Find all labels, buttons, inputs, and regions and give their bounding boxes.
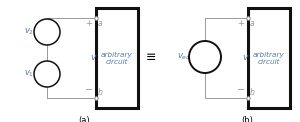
Text: −: − (237, 85, 245, 95)
Text: ≡: ≡ (146, 51, 156, 63)
Text: $v_2$: $v_2$ (24, 27, 34, 37)
Text: $v_{eq}$: $v_{eq}$ (177, 51, 191, 63)
Text: (b): (b) (242, 116, 254, 122)
Circle shape (34, 61, 60, 87)
Text: v: v (242, 52, 248, 61)
Text: arbitrary
circuit: arbitrary circuit (253, 51, 285, 65)
Text: arbitrary
circuit: arbitrary circuit (101, 51, 133, 65)
Bar (248, 8, 290, 108)
Text: −: − (201, 58, 209, 68)
Text: +: + (238, 20, 244, 29)
Text: −: − (85, 85, 93, 95)
Text: +: + (43, 65, 51, 75)
Text: (a): (a) (79, 116, 90, 122)
Text: v: v (90, 52, 96, 61)
Text: a: a (98, 19, 103, 28)
Circle shape (34, 19, 60, 45)
Text: a: a (250, 19, 255, 28)
Text: $v_1$: $v_1$ (24, 69, 34, 79)
Text: +: + (201, 47, 209, 57)
Text: −: − (43, 32, 51, 42)
Text: b: b (98, 88, 103, 97)
Text: +: + (43, 23, 51, 33)
Bar (96, 8, 138, 108)
Text: +: + (85, 20, 92, 29)
Text: b: b (250, 88, 255, 97)
Text: −: − (43, 74, 51, 84)
Circle shape (189, 41, 221, 73)
